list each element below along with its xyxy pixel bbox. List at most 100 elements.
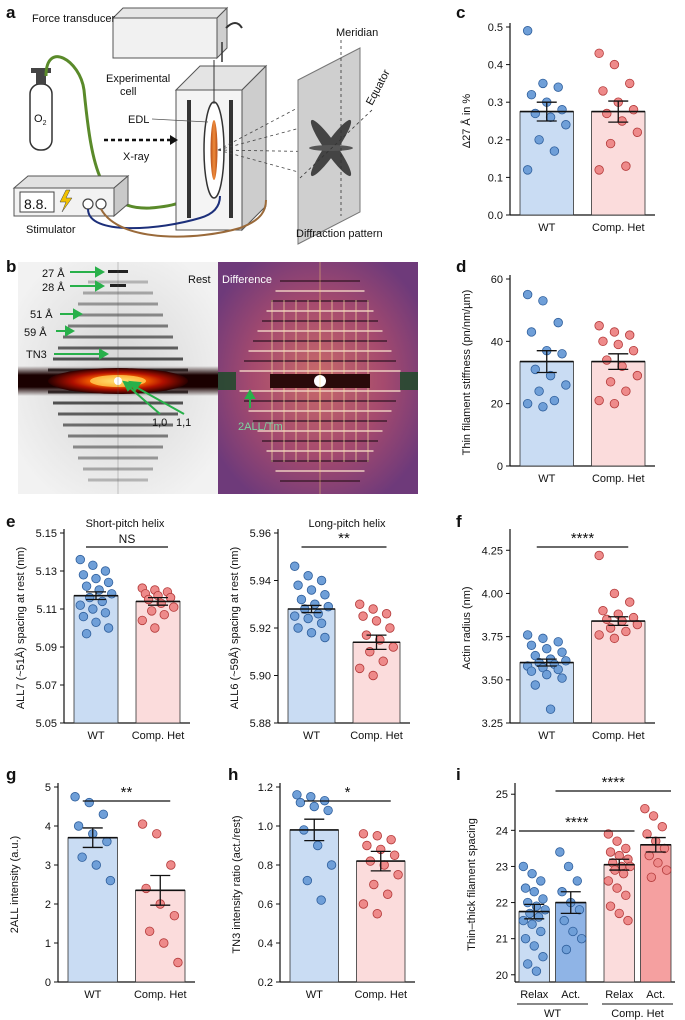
data-point [316, 895, 326, 905]
data-point [661, 865, 672, 875]
data-point [594, 48, 604, 59]
y-tick-label: 4.25 [482, 545, 503, 557]
bar-het [356, 860, 406, 983]
data-point [531, 966, 542, 976]
data-point [371, 616, 382, 626]
reflection-label-tn3: TN3 [26, 349, 47, 361]
data-point [536, 926, 546, 937]
difference-pattern [218, 262, 418, 494]
data-point [316, 575, 327, 586]
bar-het [352, 641, 401, 724]
data-point [98, 809, 109, 820]
panel-label-e: e [6, 512, 15, 531]
data-point [290, 561, 300, 571]
y-tick-label: 0.0 [488, 210, 503, 222]
data-point [609, 59, 620, 70]
data-point [355, 599, 365, 609]
data-point [603, 876, 614, 886]
y-axis-title: 2ALL intensity (a.u.) [9, 836, 21, 933]
data-point [73, 821, 84, 831]
y-tick-label: 1.0 [258, 821, 273, 833]
y-tick-label: 4.00 [482, 588, 503, 600]
x-tick-label: Act. [646, 989, 665, 1001]
y-tick-label: 4 [45, 821, 51, 833]
data-point [632, 370, 643, 381]
data-point [320, 590, 330, 600]
data-point [534, 386, 544, 396]
data-point [159, 610, 169, 620]
data-point [316, 618, 327, 628]
panel-e-right-title: Long-pitch helix [308, 518, 386, 530]
difference-label: Difference [222, 274, 272, 286]
data-point [520, 883, 531, 893]
data-point [561, 656, 571, 666]
data-point [91, 617, 101, 628]
stimulator [12, 174, 130, 218]
data-point [602, 355, 612, 365]
data-point [320, 632, 330, 643]
diffraction-pattern-label: Diffraction pattern [296, 228, 383, 240]
data-point [594, 321, 604, 331]
y-tick-label: 24 [496, 825, 508, 837]
y-tick-label: 0.1 [488, 172, 503, 184]
o2-label: O2 [34, 113, 47, 127]
data-point [306, 792, 316, 802]
data-point [614, 908, 624, 919]
data-point [522, 630, 533, 640]
data-point [522, 26, 533, 36]
data-point [522, 165, 533, 175]
data-point [525, 908, 535, 919]
diffraction-screen [297, 40, 373, 245]
data-point [358, 899, 369, 909]
data-point [534, 135, 544, 145]
significance-label: **** [602, 774, 626, 791]
force-transducer-label: Force transducer [32, 13, 115, 25]
data-point [77, 852, 87, 862]
data-point [653, 858, 663, 868]
data-point [621, 843, 631, 854]
data-point [88, 604, 98, 614]
data-point [632, 127, 643, 137]
y-tick-label: 21 [496, 934, 508, 946]
data-point [609, 633, 620, 644]
data-point [598, 336, 608, 347]
data-point [100, 566, 111, 576]
data-point [642, 829, 652, 839]
y-tick-label: 60 [491, 274, 503, 286]
data-point [103, 577, 114, 588]
reflection-annotations: 27 Å 28 Å 51 Å 59 Å TN3 1,0 1,1 2ALL/Tm [24, 266, 283, 433]
data-point [612, 883, 622, 893]
x-tick-label: WT [538, 222, 555, 234]
reflection-label-59: 59 Å [24, 326, 47, 339]
data-point [553, 82, 563, 92]
y-tick-label: 5.15 [36, 528, 57, 540]
data-point [530, 364, 540, 375]
data-point [621, 386, 631, 396]
data-point [523, 897, 533, 908]
data-point [553, 637, 563, 647]
data-point [648, 811, 659, 821]
data-point [536, 876, 546, 886]
panel-e-left-title: Short-pitch helix [86, 518, 165, 530]
bar-wt [519, 361, 574, 467]
x-tick-label: WT [306, 989, 323, 1001]
data-point [81, 629, 92, 639]
data-point [609, 327, 620, 337]
rest-label: Rest [188, 274, 211, 286]
data-point [613, 339, 623, 350]
data-point [557, 105, 567, 115]
data-point [137, 615, 147, 626]
data-point [545, 112, 556, 122]
x-tick-label: Comp. Het [350, 730, 403, 742]
data-point [553, 664, 563, 675]
chart-h: 0.2 0.4 0.6 0.8 1.0 1.2 TN3 intensity ratio (a… [231, 782, 415, 1001]
data-point [290, 611, 300, 621]
data-point [632, 619, 643, 630]
panel-label-c: c [456, 3, 465, 22]
stim-wire-brown [100, 199, 267, 238]
data-point [173, 957, 183, 968]
data-point [141, 883, 151, 894]
meridian-label: Meridian [336, 27, 378, 39]
data-point [102, 836, 112, 847]
